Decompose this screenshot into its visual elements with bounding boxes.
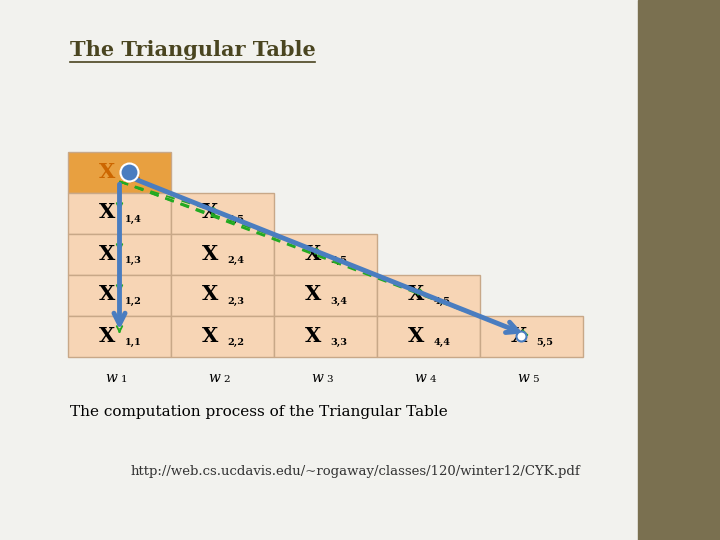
Text: The Triangular Table: The Triangular Table <box>70 40 316 60</box>
Bar <box>68 152 171 193</box>
Text: 2: 2 <box>223 375 230 384</box>
Text: 4: 4 <box>430 375 436 384</box>
Bar <box>171 275 274 316</box>
Bar <box>68 234 171 275</box>
Text: http://web.cs.ucdavis.edu/~rogaway/classes/120/winter12/CYK.pdf: http://web.cs.ucdavis.edu/~rogaway/class… <box>130 465 580 478</box>
Text: X: X <box>99 202 116 222</box>
Bar <box>68 316 171 357</box>
Bar <box>68 193 171 234</box>
Bar <box>274 234 377 275</box>
Text: 1,2: 1,2 <box>125 297 141 306</box>
Text: X: X <box>99 161 116 181</box>
Text: w: w <box>415 371 426 385</box>
Bar <box>171 193 274 234</box>
Text: 1,4: 1,4 <box>125 215 141 224</box>
Bar <box>68 275 171 316</box>
Text: X: X <box>305 326 322 346</box>
Text: X: X <box>305 285 322 305</box>
Text: X: X <box>408 326 425 346</box>
Text: X: X <box>408 285 425 305</box>
Text: X: X <box>202 326 219 346</box>
Text: w: w <box>106 371 117 385</box>
Circle shape <box>120 164 138 181</box>
Bar <box>274 275 377 316</box>
Bar <box>377 316 480 357</box>
Text: 4,5: 4,5 <box>433 297 451 306</box>
Text: 3,4: 3,4 <box>330 297 348 306</box>
Text: 1,5: 1,5 <box>125 174 141 183</box>
Bar <box>274 316 377 357</box>
Text: 3,3: 3,3 <box>330 338 348 347</box>
Text: X: X <box>305 244 322 264</box>
Bar <box>638 0 720 540</box>
Text: 3: 3 <box>326 375 333 384</box>
Text: X: X <box>99 326 116 346</box>
Text: 2,4: 2,4 <box>228 256 245 265</box>
Text: X: X <box>511 326 528 346</box>
Text: X: X <box>99 244 116 264</box>
Text: 5,5: 5,5 <box>536 338 554 347</box>
Text: 5: 5 <box>533 375 539 384</box>
Text: 2,3: 2,3 <box>228 297 245 306</box>
Text: 3,5: 3,5 <box>330 256 348 265</box>
Text: w: w <box>209 371 220 385</box>
Text: 1: 1 <box>120 375 127 384</box>
Text: w: w <box>312 371 323 385</box>
Text: The computation process of the Triangular Table: The computation process of the Triangula… <box>70 405 448 419</box>
Text: w: w <box>518 371 529 385</box>
Text: 2,5: 2,5 <box>228 215 245 224</box>
Text: X: X <box>99 285 116 305</box>
Bar <box>171 234 274 275</box>
Text: 4,4: 4,4 <box>433 338 451 347</box>
Text: 1,3: 1,3 <box>125 256 141 265</box>
Text: X: X <box>202 285 219 305</box>
Text: 2,2: 2,2 <box>228 338 245 347</box>
Text: 1,1: 1,1 <box>125 338 141 347</box>
Text: X: X <box>202 202 219 222</box>
Text: X: X <box>202 244 219 264</box>
Circle shape <box>516 332 526 341</box>
Bar <box>377 275 480 316</box>
Bar <box>171 316 274 357</box>
Bar <box>480 316 583 357</box>
